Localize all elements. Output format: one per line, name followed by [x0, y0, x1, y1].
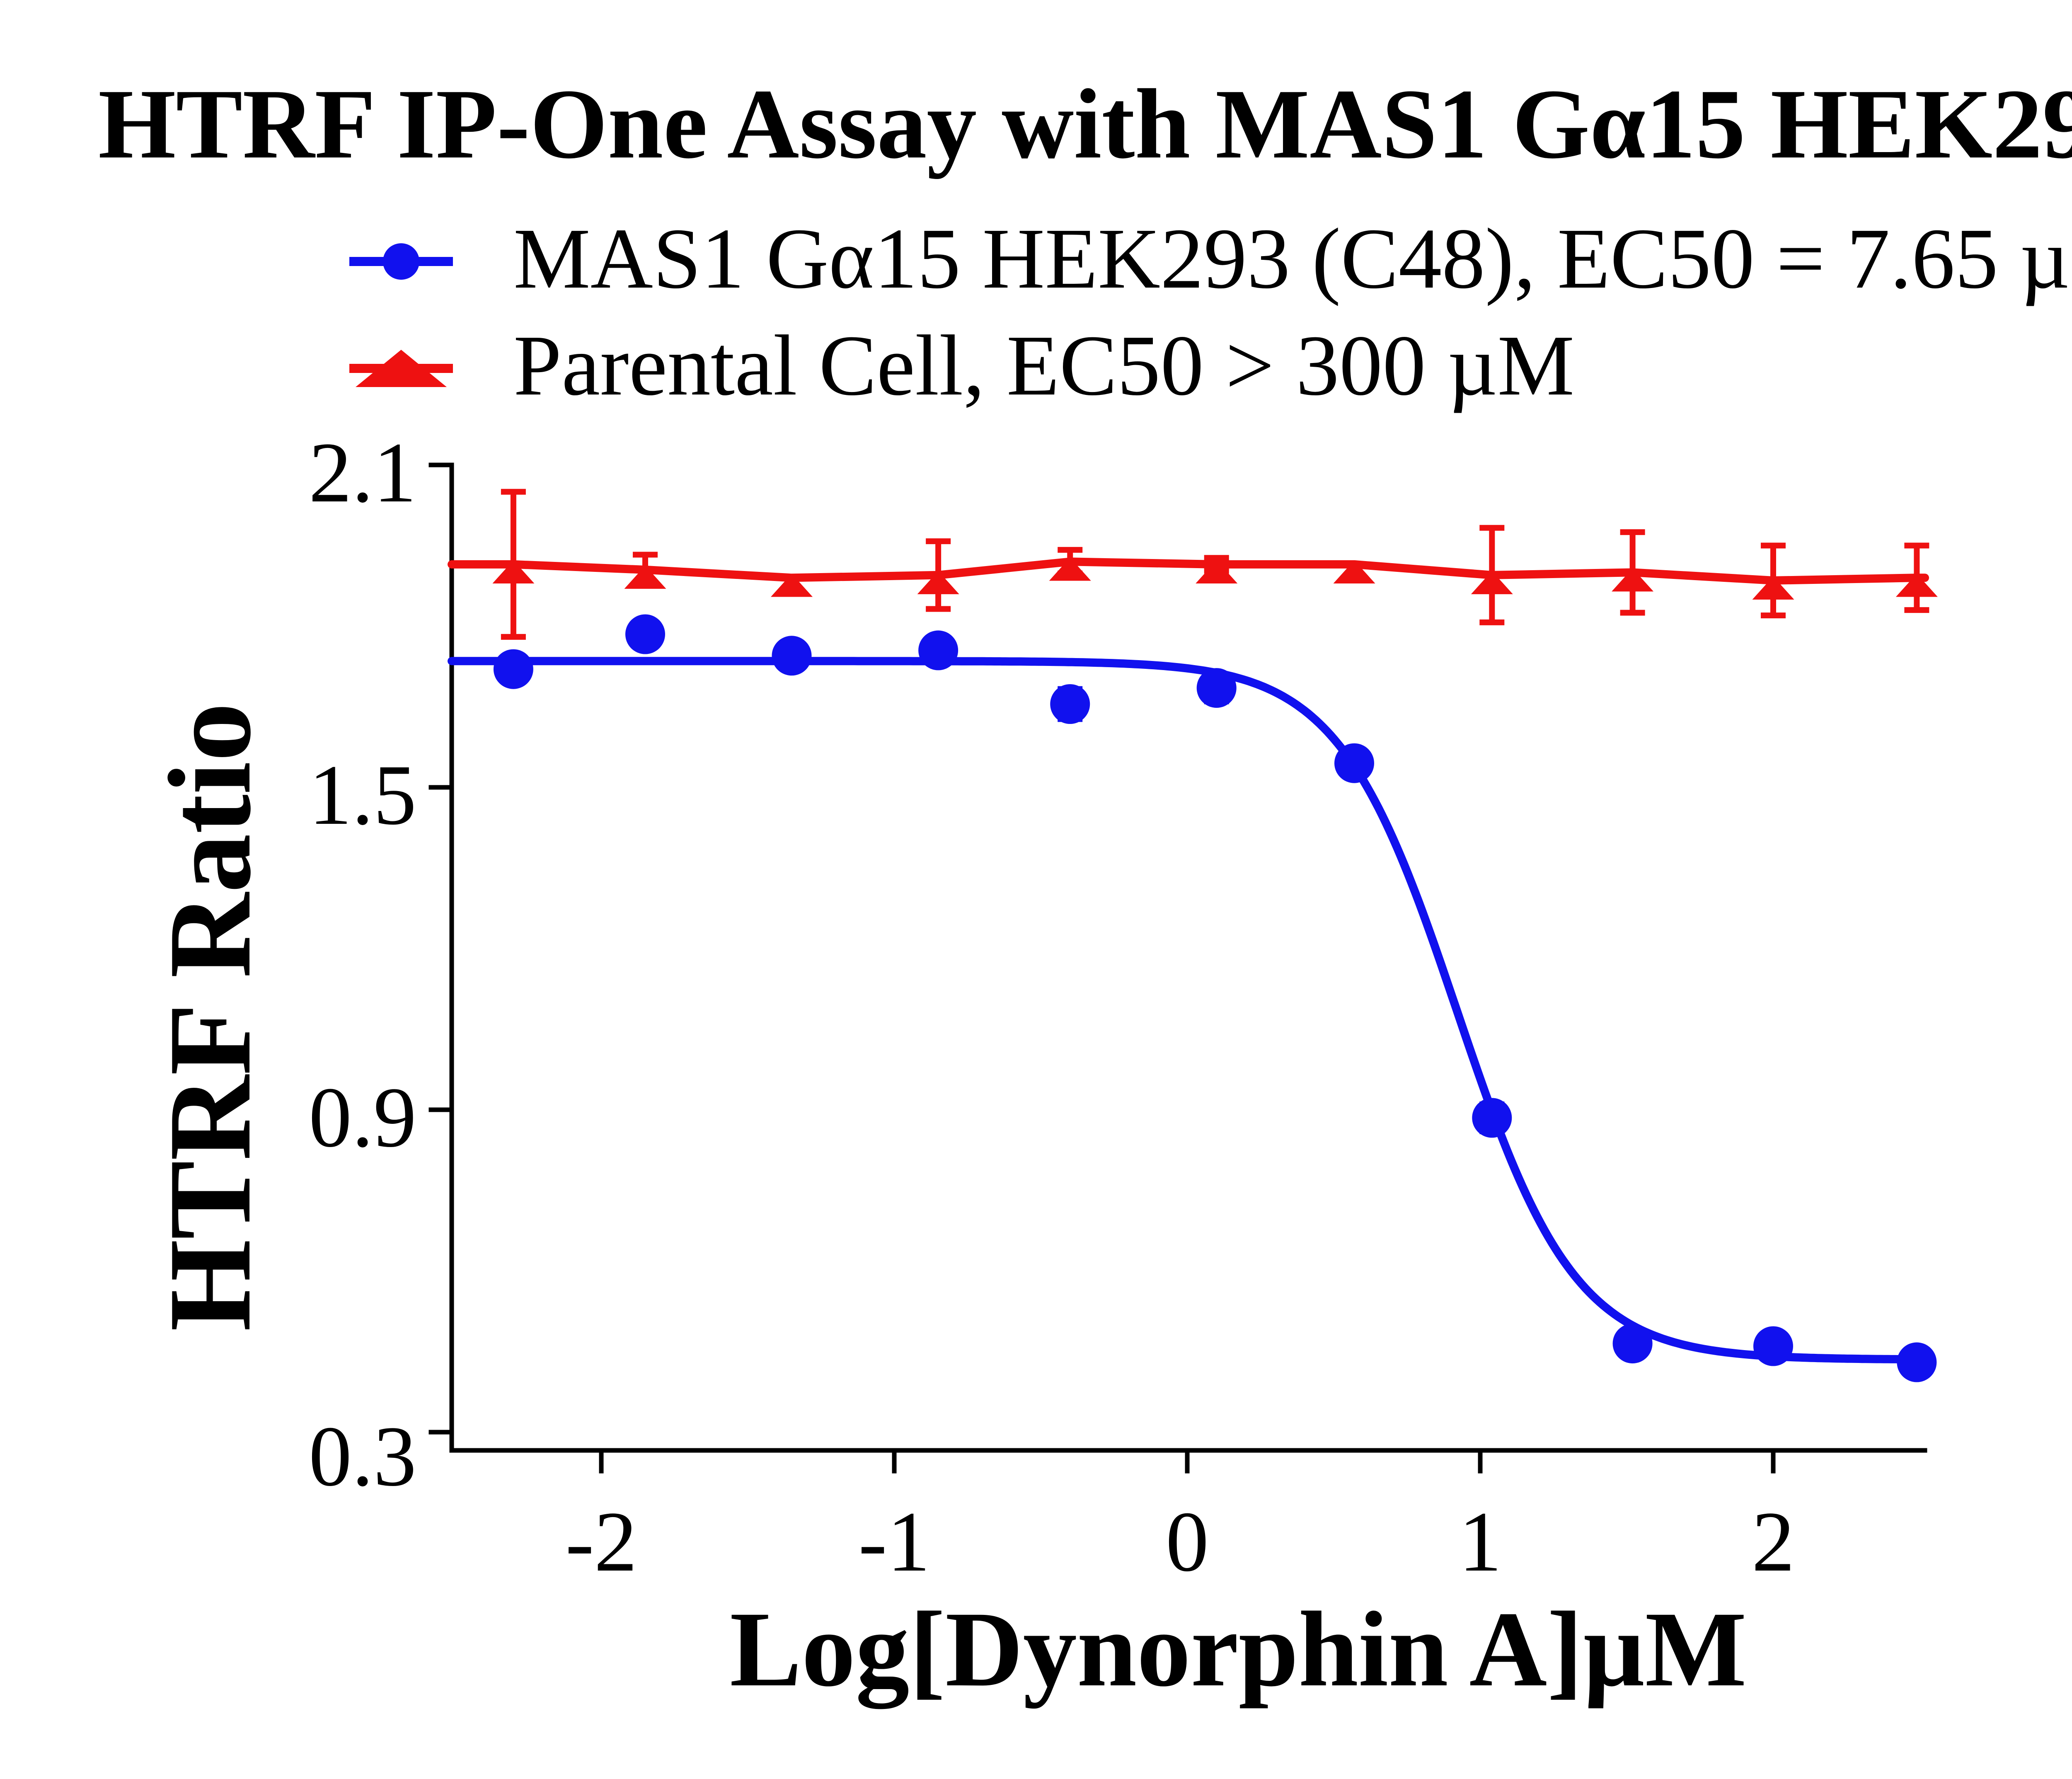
svg-text:-2: -2 — [565, 1494, 637, 1589]
svg-text:2: 2 — [1752, 1494, 1795, 1589]
svg-text:-1: -1 — [858, 1494, 930, 1589]
svg-text:HTRF IP-One Assay with MAS1 Gα: HTRF IP-One Assay with MAS1 Gα15 HEK293(… — [98, 69, 2072, 179]
svg-text:0.3: 0.3 — [309, 1409, 416, 1504]
svg-text:MAS1 Gα15 HEK293 (C48), EC50 =: MAS1 Gα15 HEK293 (C48), EC50 = 7.65 µM — [513, 211, 2072, 307]
svg-text:Log[Dynorphin A]µM: Log[Dynorphin A]µM — [730, 1590, 1747, 1711]
svg-text:HTRF Ratio: HTRF Ratio — [144, 702, 275, 1331]
svg-text:Parental Cell, EC50 > 300 µM: Parental Cell, EC50 > 300 µM — [513, 318, 1574, 414]
svg-text:2.1: 2.1 — [309, 425, 416, 520]
svg-text:1.5: 1.5 — [309, 747, 416, 842]
svg-text:1: 1 — [1459, 1494, 1502, 1589]
svg-text:0: 0 — [1166, 1494, 1209, 1589]
svg-text:0.9: 0.9 — [309, 1070, 416, 1165]
